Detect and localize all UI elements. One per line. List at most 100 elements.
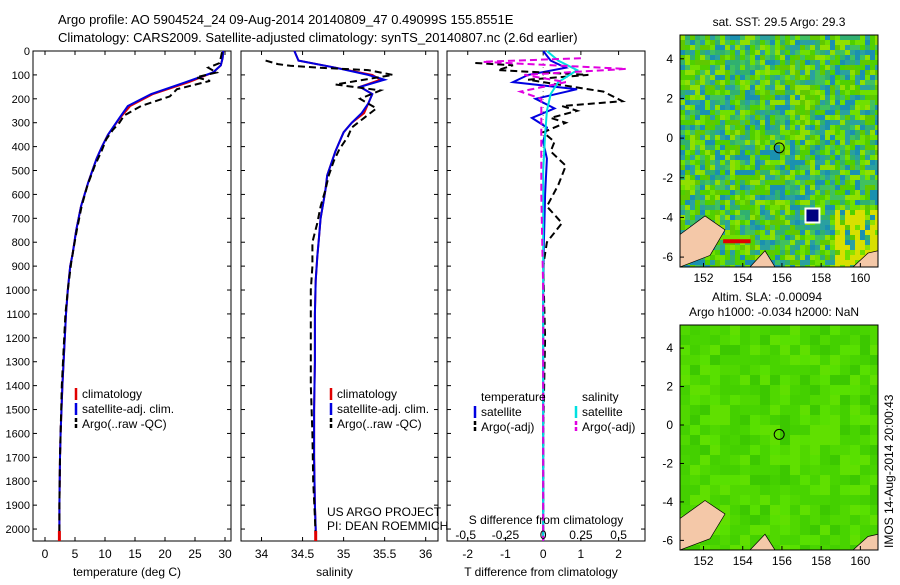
heatmap-cell: [810, 105, 816, 111]
heatmap-cell: [800, 125, 806, 131]
heatmap-cell: [760, 525, 771, 536]
heatmap-cell: [860, 435, 871, 446]
heatmap-cell: [760, 125, 766, 131]
heatmap-cell: [835, 95, 841, 101]
heatmap-cell: [760, 355, 771, 366]
heatmap-cell: [870, 70, 876, 76]
heatmap-cell: [835, 60, 841, 66]
heatmap-cell: [720, 485, 731, 496]
heatmap-cell: [835, 105, 841, 111]
heatmap-cell: [700, 265, 706, 267]
heatmap-cell: [685, 170, 691, 176]
heatmap-cell: [835, 65, 841, 71]
heatmap-cell: [750, 105, 756, 111]
heatmap-cell: [840, 515, 851, 526]
heatmap-cell: [860, 230, 866, 236]
heatmap-cell: [705, 35, 711, 41]
heatmap-cell: [775, 220, 781, 226]
heatmap-cell: [820, 40, 826, 46]
heatmap-cell: [865, 210, 871, 216]
heatmap-cell: [840, 125, 846, 131]
heatmap-cell: [790, 525, 801, 536]
heatmap-cell: [820, 235, 826, 241]
heatmap-cell: [830, 130, 836, 136]
heatmap-cell: [680, 50, 686, 56]
heatmap-cell: [795, 105, 801, 111]
heatmap-cell: [740, 435, 751, 446]
heatmap-cell: [830, 240, 836, 246]
heatmap-cell: [870, 220, 876, 226]
heatmap-cell: [790, 105, 796, 111]
y-tick-label: 100: [12, 70, 30, 82]
heatmap-cell: [790, 495, 801, 506]
heatmap-cell: [865, 195, 871, 201]
heatmap-cell: [800, 145, 806, 151]
heatmap-cell: [875, 40, 878, 46]
heatmap-cell: [715, 80, 721, 86]
heatmap-cell: [720, 160, 726, 166]
heatmap-cell: [690, 135, 696, 141]
s-tick-label: -0.5: [455, 528, 476, 542]
heatmap-cell: [850, 180, 856, 186]
heatmap-cell: [770, 375, 781, 386]
heatmap-cell: [840, 335, 851, 346]
heatmap-cell: [750, 125, 756, 131]
heatmap-cell: [735, 85, 741, 91]
heatmap-cell: [680, 325, 691, 336]
heatmap-cell: [770, 145, 776, 151]
heatmap-cell: [860, 220, 866, 226]
heatmap-cell: [820, 335, 831, 346]
heatmap-cell: [690, 190, 696, 196]
heatmap-cell: [870, 175, 876, 181]
heatmap-cell: [875, 45, 878, 51]
heatmap-cell: [695, 195, 701, 201]
heatmap-cell: [825, 130, 831, 136]
heatmap-cell: [730, 465, 741, 476]
heatmap-cell: [765, 180, 771, 186]
figure-title-line2: Climatology: CARS2009. Satellite-adjuste…: [58, 30, 578, 45]
heatmap-cell: [710, 115, 716, 121]
heatmap-cell: [730, 335, 741, 346]
heatmap-cell: [830, 385, 841, 396]
heatmap-cell: [790, 155, 796, 161]
heatmap-cell: [750, 375, 761, 386]
heatmap-cell: [835, 170, 841, 176]
heatmap-cell: [780, 405, 791, 416]
heatmap-cell: [740, 525, 751, 536]
heatmap-cell: [765, 55, 771, 61]
heatmap-cell: [735, 110, 741, 116]
heatmap-cell: [860, 415, 871, 426]
heatmap-cell: [735, 230, 741, 236]
heatmap-cell: [690, 95, 696, 101]
y-tick-label: 1400: [6, 381, 30, 393]
heatmap-cell: [715, 265, 721, 267]
heatmap-cell: [845, 55, 851, 61]
heatmap-cell: [710, 355, 721, 366]
heatmap-cell: [740, 95, 746, 101]
heatmap-cell: [710, 545, 721, 550]
heatmap-cell: [805, 75, 811, 81]
heatmap-cell: [820, 170, 826, 176]
heatmap-cell: [795, 145, 801, 151]
heatmap-cell: [785, 150, 791, 156]
heatmap-cell: [690, 185, 696, 191]
heatmap-cell: [730, 160, 736, 166]
heatmap-cell: [750, 405, 761, 416]
heatmap-cell: [720, 65, 726, 71]
heatmap-cell: [750, 205, 756, 211]
heatmap-cell: [800, 415, 811, 426]
heatmap-cell: [725, 75, 731, 81]
heatmap-cell: [840, 325, 851, 336]
heatmap-cell: [810, 195, 816, 201]
heatmap-cell: [700, 205, 706, 211]
heatmap-cell: [770, 335, 781, 346]
heatmap-cell: [870, 245, 876, 251]
heatmap-cell: [755, 110, 761, 116]
heatmap-cell: [815, 45, 821, 51]
heatmap-cell: [685, 210, 691, 216]
heatmap-cell: [840, 425, 851, 436]
heatmap-cell: [775, 60, 781, 66]
heatmap-cell: [685, 90, 691, 96]
heatmap-cell: [815, 135, 821, 141]
